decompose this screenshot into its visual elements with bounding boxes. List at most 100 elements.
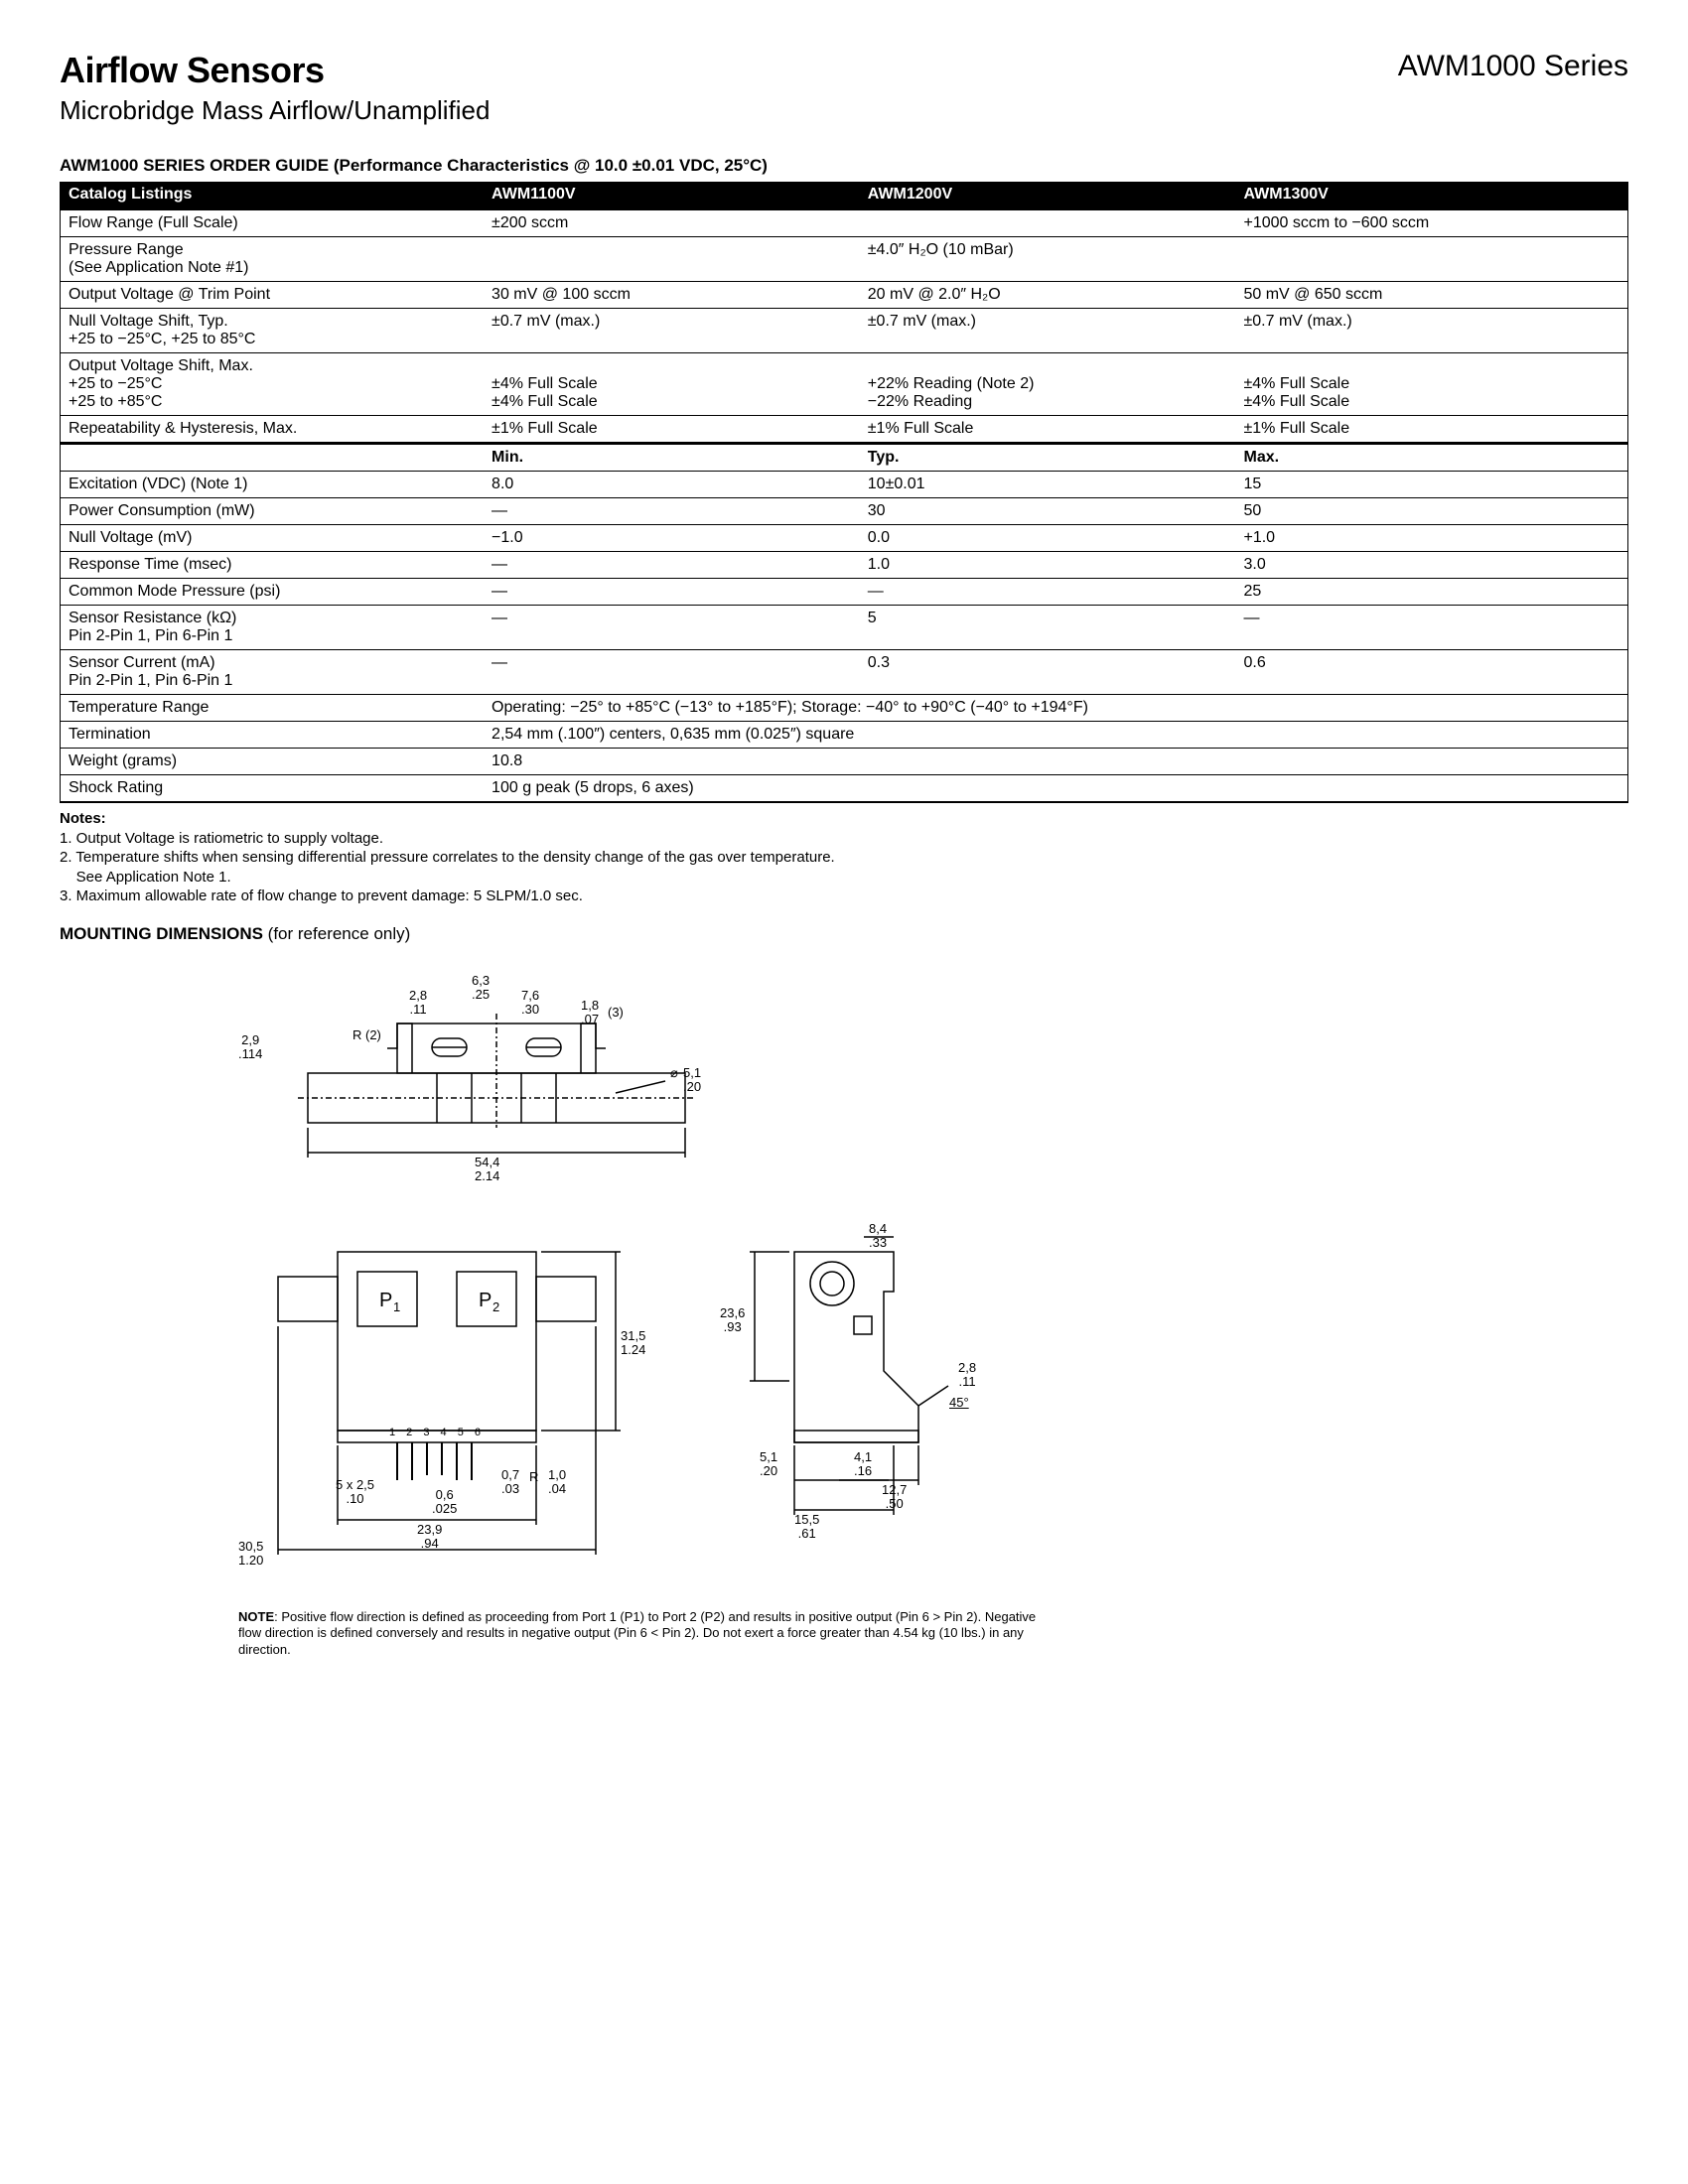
spec-table-wrap: Catalog Listings AWM1100V AWM1200V AWM13… [60, 182, 1628, 803]
row-label: Power Consumption (mW) [61, 498, 484, 525]
dim-45: 45° [949, 1396, 969, 1410]
row-cell: — [484, 498, 860, 525]
dim-phi: ⌀ [670, 1066, 678, 1080]
row-label: Excitation (VDC) (Note 1) [61, 472, 484, 498]
dim-239: 23,9 .94 [417, 1523, 442, 1552]
mounting-light: (for reference only) [263, 924, 410, 943]
row-cell: — [860, 579, 1236, 606]
table-row: Common Mode Pressure (psi)——25 [61, 579, 1627, 606]
table-header-row: Catalog Listings AWM1100V AWM1200V AWM13… [61, 182, 1627, 209]
row-cell: 10±0.01 [860, 472, 1236, 498]
svg-text:P: P [379, 1290, 392, 1311]
side-view-diagram: 8,4 .33 23,6 .93 2,8 .11 45° 5,1 .20 4,1… [735, 1222, 1013, 1579]
table-row: Weight (grams)10.8 [61, 749, 1627, 775]
row-cell: 30 mV @ 100 sccm [484, 282, 860, 309]
subtitle: Microbridge Mass Airflow/Unamplified [60, 95, 1628, 126]
dim-63: 6,3 .25 [472, 974, 490, 1003]
footnote: NOTE: Positive flow direction is defined… [238, 1609, 1053, 1660]
row-cell: ±0.7 mV (max.) [1235, 309, 1627, 353]
row-cell [860, 209, 1236, 237]
row-label: Output Voltage @ Trim Point [61, 282, 484, 309]
table-row: Output Voltage @ Trim Point30 mV @ 100 s… [61, 282, 1627, 309]
table-row: Temperature RangeOperating: −25° to +85°… [61, 695, 1627, 722]
row-cell: 8.0 [484, 472, 860, 498]
subhdr-1: Min. [484, 444, 860, 472]
dim-29: 2,9 .114 [238, 1033, 262, 1062]
row-cell: — [484, 579, 860, 606]
dim-51: 5,1 .20 [683, 1066, 701, 1095]
row-cell [1235, 237, 1627, 282]
front-view-svg: P 1 P 2 [238, 1222, 655, 1579]
hdr-col-2: AWM1300V [1235, 182, 1627, 209]
spec-table: Catalog Listings AWM1100V AWM1200V AWM13… [61, 182, 1627, 802]
row-cell: ±0.7 mV (max.) [860, 309, 1236, 353]
table-row: Output Voltage Shift, Max. +25 to −25°C … [61, 353, 1627, 416]
row-span: Operating: −25° to +85°C (−13° to +185°F… [484, 695, 1627, 722]
dim-pins: 1 2 3 4 5 6 [389, 1427, 485, 1438]
row-label: Flow Range (Full Scale) [61, 209, 484, 237]
dim-315: 31,5 1.24 [621, 1329, 645, 1358]
subheader-row: Min. Typ. Max. [61, 444, 1627, 472]
table-row: Shock Rating100 g peak (5 drops, 6 axes) [61, 775, 1627, 802]
row-cell: — [484, 650, 860, 695]
row-cell: ±4.0″ H₂O (10 mBar) [860, 237, 1236, 282]
mounting-heading: MOUNTING DIMENSIONS (for reference only) [60, 924, 1628, 944]
row-cell: 0.3 [860, 650, 1236, 695]
mounting-bold: MOUNTING DIMENSIONS [60, 924, 263, 943]
row-label: Pressure Range (See Application Note #1) [61, 237, 484, 282]
row-cell: +22% Reading (Note 2) −22% Reading [860, 353, 1236, 416]
subhdr-3: Max. [1235, 444, 1627, 472]
subhdr-2: Typ. [860, 444, 1236, 472]
row-cell: 25 [1235, 579, 1627, 606]
row-cell: ±200 sccm [484, 209, 860, 237]
table-row: Power Consumption (mW)—3050 [61, 498, 1627, 525]
row-cell: ±4% Full Scale ±4% Full Scale [484, 353, 860, 416]
dim-p3: (3) [608, 1006, 624, 1020]
row-span: 2,54 mm (.100″) centers, 0,635 mm (0.025… [484, 722, 1627, 749]
row-label: Null Voltage Shift, Typ. +25 to −25°C, +… [61, 309, 484, 353]
dim-41: 4,1 .16 [854, 1450, 872, 1479]
front-view-diagram: P 1 P 2 31,5 1.24 1 2 3 4 5 6 5 x 2,5 .1… [238, 1222, 655, 1579]
dim-127: 12,7 .50 [882, 1483, 907, 1512]
subhdr-0 [61, 444, 484, 472]
row-cell: ±1% Full Scale [860, 416, 1236, 444]
row-label: Shock Rating [61, 775, 484, 802]
row-cell: 20 mV @ 2.0″ H₂O [860, 282, 1236, 309]
row-cell: ±4% Full Scale ±4% Full Scale [1235, 353, 1627, 416]
svg-text:P: P [479, 1290, 492, 1311]
row-label: Weight (grams) [61, 749, 484, 775]
row-cell: 0.0 [860, 525, 1236, 552]
row-cell: −1.0 [484, 525, 860, 552]
row-label: Null Voltage (mV) [61, 525, 484, 552]
row-cell: 5 [860, 606, 1236, 650]
dim-s28: 2,8 .11 [958, 1361, 976, 1390]
dim-18: 1,8 .07 [581, 999, 599, 1027]
table-row: Sensor Resistance (kΩ) Pin 2-Pin 1, Pin … [61, 606, 1627, 650]
hdr-col-0: AWM1100V [484, 182, 860, 209]
notes-title: Notes: [60, 810, 106, 827]
svg-text:2: 2 [492, 1299, 499, 1314]
svg-text:1: 1 [393, 1299, 400, 1314]
dim-84: 8,4 .33 [869, 1222, 887, 1251]
dim-10: 1,0 .04 [548, 1468, 566, 1497]
dim-155: 15,5 .61 [794, 1513, 819, 1542]
hdr-catalog: Catalog Listings [61, 182, 484, 209]
row-span: 10.8 [484, 749, 1627, 775]
row-label: Common Mode Pressure (psi) [61, 579, 484, 606]
page-header: Airflow Sensors AWM1000 Series [60, 50, 1628, 91]
table-row: Pressure Range (See Application Note #1)… [61, 237, 1627, 282]
note-1: 1. Output Voltage is ratiometric to supp… [60, 830, 383, 847]
dim-305: 30,5 1.20 [238, 1540, 263, 1569]
row-label: Repeatability & Hysteresis, Max. [61, 416, 484, 444]
row-span: 100 g peak (5 drops, 6 axes) [484, 775, 1627, 802]
row-cell: 1.0 [860, 552, 1236, 579]
row-cell: ±1% Full Scale [1235, 416, 1627, 444]
table-row: Null Voltage (mV)−1.00.0+1.0 [61, 525, 1627, 552]
dim-76: 7,6 .30 [521, 989, 539, 1018]
row-label: Sensor Resistance (kΩ) Pin 2-Pin 1, Pin … [61, 606, 484, 650]
dim-s51: 5,1 .20 [760, 1450, 777, 1479]
dim-5x25: 5 x 2,5 .10 [336, 1478, 374, 1507]
table-row: Null Voltage Shift, Typ. +25 to −25°C, +… [61, 309, 1627, 353]
dim-r: R [529, 1470, 538, 1484]
row-cell: — [484, 606, 860, 650]
